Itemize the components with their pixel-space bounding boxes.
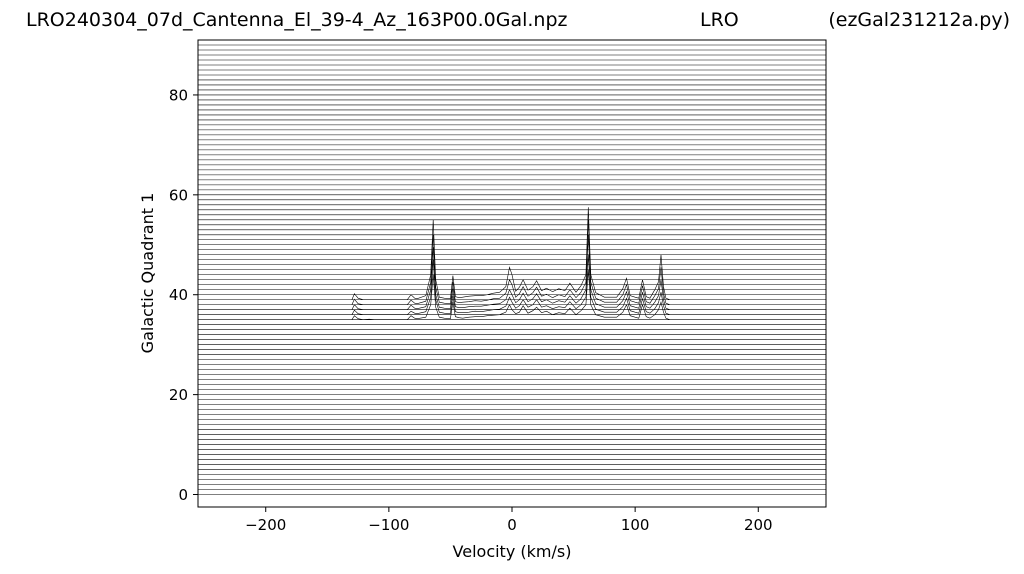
spectrum-trace [351, 269, 670, 321]
x-tick-label: 200 [744, 516, 773, 534]
x-tick-label: −100 [368, 516, 409, 534]
figure-title-filename: LRO240304_07d_Cantenna_El_39-4_Az_163P00… [26, 9, 568, 31]
y-tick-label: 80 [169, 86, 188, 104]
y-axis-label: Galactic Quadrant 1 [138, 193, 157, 354]
x-axis-label: Velocity (km/s) [453, 542, 572, 561]
y-tick-label: 20 [169, 386, 188, 404]
spectrum-trace [351, 207, 670, 301]
x-tick-label: 100 [621, 516, 650, 534]
figure-title-observatory: LRO [700, 9, 739, 31]
y-tick-label: 40 [169, 286, 188, 304]
spectrum-trace [351, 254, 670, 316]
spectrum-traces [351, 207, 670, 321]
y-tick-label: 0 [178, 486, 188, 504]
x-tick-label: 0 [507, 516, 517, 534]
y-tick-label: 60 [169, 186, 188, 204]
spectrum-trace [351, 219, 670, 306]
x-tick-label: −200 [245, 516, 286, 534]
x-axis-ticks: −200 −100 0 100 200 [245, 507, 773, 534]
y-axis-ticks: 0 20 40 60 80 [169, 86, 198, 504]
figure-title-bar: LRO240304_07d_Cantenna_El_39-4_Az_163P00… [0, 0, 1024, 40]
figure-title-script: (ezGal231212a.py) [828, 9, 1010, 31]
spectrum-trace [351, 234, 670, 311]
baseline-lines [198, 44, 826, 495]
